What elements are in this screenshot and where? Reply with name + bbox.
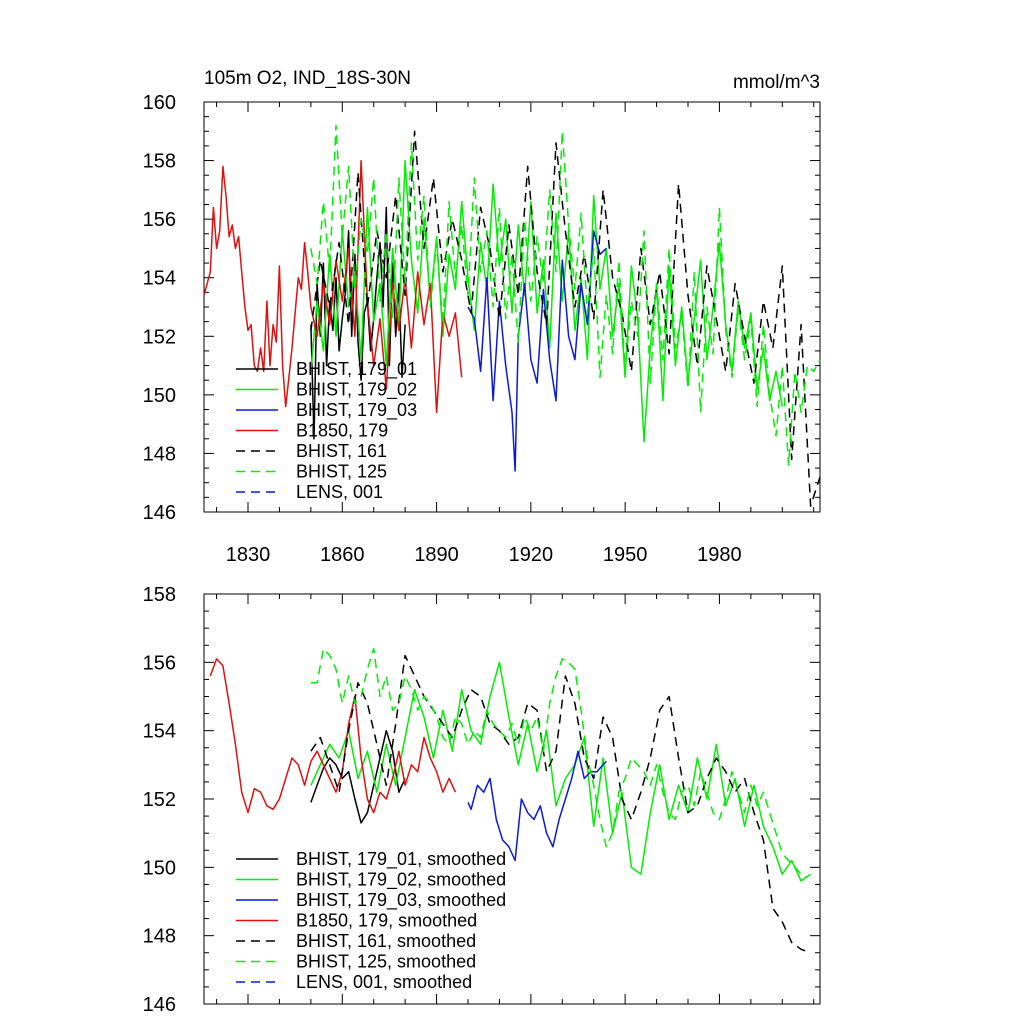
legend-label: BHIST, 179_03: [296, 400, 417, 421]
bottom-x-axis: [216, 594, 815, 1004]
y-tick-label: 152: [143, 326, 176, 348]
y-tick-label: 154: [143, 721, 176, 743]
y-tick-label: 150: [143, 857, 176, 879]
y-tick-label: 160: [143, 92, 176, 114]
series-line-5: [310, 130, 821, 507]
y-tick-label: 150: [143, 385, 176, 407]
y-tick-label: 146: [143, 502, 176, 524]
x-tick-label: 1920: [509, 544, 554, 566]
top-x-axis: 1830 1860 1890 1920 1950 1980: [216, 102, 815, 566]
x-tick-label: 1890: [414, 544, 459, 566]
legend-label: BHIST, 161: [296, 441, 387, 461]
series-line-6: [310, 124, 821, 466]
top-plot-title: 105m O2, IND_18S-30N: [204, 68, 411, 89]
top-plot: 105m O2, IND_18S-30N mmol/m^3 1461481501…: [143, 68, 821, 566]
series-line-2: [310, 159, 784, 443]
x-tick-label: 1860: [320, 544, 365, 566]
y-tick-label: 148: [143, 926, 176, 948]
top-plot-units: mmol/m^3: [733, 72, 820, 93]
y-tick-label: 158: [143, 151, 176, 173]
top-series-group: [203, 124, 821, 507]
bottom-y-axis: 146 148 150 152 154 156 158: [143, 584, 820, 1016]
series-line-3: [467, 230, 607, 472]
y-tick-label: 154: [143, 268, 176, 290]
legend-label: B1850, 179: [296, 421, 388, 441]
y-tick-label: 148: [143, 443, 176, 465]
top-y-axis: 146 148 150 152 154 156 158 160: [143, 92, 820, 524]
y-tick-label: 152: [143, 789, 176, 811]
y-tick-label: 158: [143, 584, 176, 606]
x-tick-label: 1950: [603, 544, 648, 566]
legend-label: BHIST, 179_02: [296, 380, 417, 401]
series-line-1: [310, 206, 406, 440]
legend-label: BHIST, 125: [296, 462, 387, 482]
legend-label: BHIST, 179_01, smoothed: [296, 849, 506, 870]
x-tick-label: 1830: [226, 544, 271, 566]
series-line-3: [467, 750, 607, 862]
bottom-series-group: [209, 647, 812, 954]
y-tick-label: 156: [143, 652, 176, 674]
series-line-1: [310, 729, 406, 824]
legend-label: LENS, 001, smoothed: [296, 972, 472, 992]
series-line-4: [203, 159, 463, 414]
legend-label: LENS, 001: [296, 482, 383, 502]
y-tick-label: 156: [143, 209, 176, 231]
bottom-plot: 146 148 150 152 154 156 158 BHIST, 179_01, smo…: [143, 584, 821, 1016]
legend-label: BHIST, 179_03, smoothed: [296, 890, 506, 911]
legend-label: BHIST, 161, smoothed: [296, 931, 476, 951]
series-line-6: [310, 647, 808, 879]
legend-label: BHIST, 179_02, smoothed: [296, 870, 506, 891]
legend-label: BHIST, 179_01: [296, 359, 417, 380]
y-tick-label: 146: [143, 994, 176, 1016]
x-tick-label: 1980: [697, 544, 742, 566]
legend-label: B1850, 179, smoothed: [296, 911, 477, 931]
series-line-2: [310, 661, 812, 882]
series-line-4: [209, 658, 457, 814]
legend-label: BHIST, 125, smoothed: [296, 952, 476, 972]
